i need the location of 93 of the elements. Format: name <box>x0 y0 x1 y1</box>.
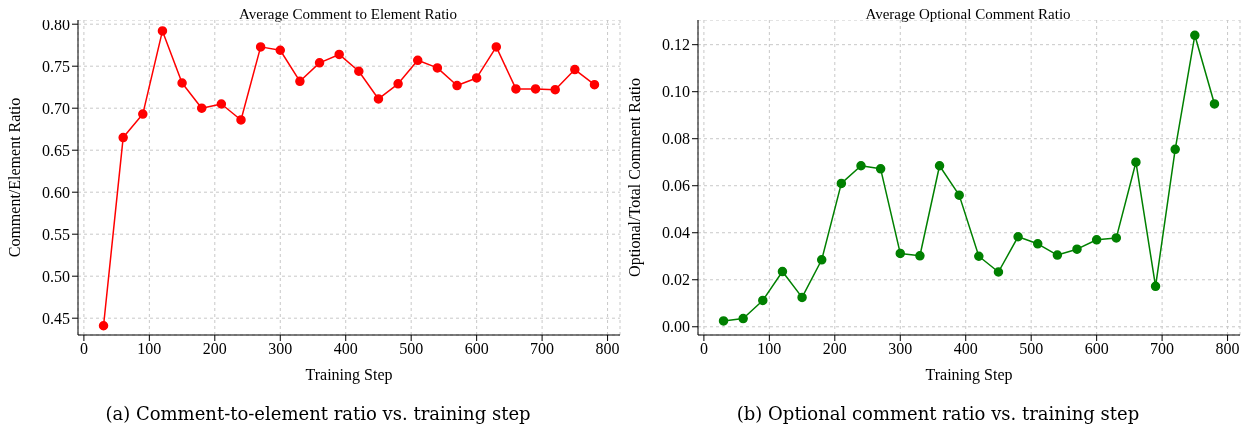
point <box>856 161 866 171</box>
point <box>196 103 207 113</box>
point <box>1091 235 1102 245</box>
x-tick-label: 500 <box>399 340 424 358</box>
x-tick-label: 400 <box>953 340 978 358</box>
point <box>974 251 984 261</box>
point <box>511 84 521 94</box>
y-tick-label: 0.50 <box>42 267 70 285</box>
point <box>236 115 246 125</box>
x-tick-label: 0 <box>699 340 708 358</box>
y-tick-label: 0.02 <box>662 271 690 289</box>
x-tick-label: 700 <box>1150 340 1175 358</box>
point <box>1013 231 1023 242</box>
point <box>836 178 847 189</box>
x-tick-label: 200 <box>822 340 847 358</box>
y-tick-label: 0.10 <box>662 83 690 101</box>
point <box>915 251 925 261</box>
x-tick-label: 700 <box>530 340 555 358</box>
point <box>797 292 807 303</box>
x-tick-label: 400 <box>333 340 358 358</box>
point <box>255 42 266 52</box>
point <box>216 99 227 109</box>
point <box>393 79 403 89</box>
point <box>777 266 788 277</box>
x-tick-label: 500 <box>1019 340 1044 358</box>
point <box>491 42 502 52</box>
y-tick-label: 0.55 <box>42 225 70 243</box>
point <box>530 84 541 94</box>
point <box>738 313 748 324</box>
y-tick-label: 0.60 <box>42 183 70 201</box>
y-tick-label: 0.04 <box>662 224 690 242</box>
point <box>570 64 580 75</box>
point <box>1131 157 1141 167</box>
point <box>1032 239 1043 249</box>
point <box>1072 244 1082 254</box>
point <box>334 49 344 60</box>
point <box>816 255 827 265</box>
point <box>1209 99 1220 109</box>
point <box>1111 233 1122 243</box>
x-tick-label: 200 <box>202 340 227 358</box>
point <box>1190 30 1200 41</box>
point <box>275 45 286 55</box>
x-tick-label: 600 <box>1084 340 1109 358</box>
point <box>373 94 384 104</box>
x-tick-label: 600 <box>464 340 489 358</box>
point <box>118 132 128 143</box>
point <box>934 161 945 171</box>
y-tick-label: 0.08 <box>662 130 690 148</box>
x-tick-label: 0 <box>79 340 88 358</box>
x-tick-label: 100 <box>137 340 162 358</box>
point <box>412 55 423 66</box>
y-tick-label: 0.00 <box>662 318 690 336</box>
point <box>452 80 462 91</box>
x-axis-title: Training Step <box>305 366 393 384</box>
y-tick-label: 0.75 <box>42 57 70 75</box>
point <box>875 164 886 174</box>
x-tick-label: 300 <box>888 340 913 358</box>
point <box>1170 144 1180 155</box>
point <box>157 26 168 36</box>
point <box>295 76 305 87</box>
point <box>993 267 1004 277</box>
point <box>354 66 364 76</box>
point <box>138 109 148 119</box>
x-tick-label: 100 <box>757 340 782 358</box>
y-axis-title: Optional/Total Comment Ratio <box>625 78 644 277</box>
point <box>432 63 443 73</box>
x-tick-label: 300 <box>268 340 293 358</box>
point <box>758 295 768 306</box>
point <box>718 316 729 326</box>
point <box>471 73 482 83</box>
x-axis-title: Training Step <box>925 366 1013 384</box>
y-tick-label: 0.12 <box>662 36 690 54</box>
point <box>1150 281 1161 292</box>
point <box>98 321 109 331</box>
y-tick-label: 0.65 <box>42 141 70 159</box>
point <box>954 190 964 200</box>
point <box>177 78 187 88</box>
x-tick-label: 800 <box>1215 340 1240 358</box>
point <box>550 84 560 95</box>
chart-title: Average Comment to Element Ratio <box>239 6 457 22</box>
point <box>895 248 906 259</box>
y-axis-title: Comment/Element Ratio <box>5 97 23 258</box>
chart-title: Average Optional Comment Ratio <box>864 6 1072 22</box>
y-tick-label: 0.70 <box>42 99 70 117</box>
point <box>1052 250 1063 260</box>
y-tick-label: 0.06 <box>662 177 690 195</box>
point <box>589 79 600 90</box>
text: (b) Optional comment ratio vs. training step <box>735 403 1141 424</box>
x-tick-label: 800 <box>595 340 620 358</box>
text: (a) Comment-to-element ratio vs. training step <box>104 403 532 424</box>
y-tick-label: 0.45 <box>42 309 70 327</box>
point <box>314 58 325 68</box>
y-tick-label: 0.80 <box>42 15 70 33</box>
